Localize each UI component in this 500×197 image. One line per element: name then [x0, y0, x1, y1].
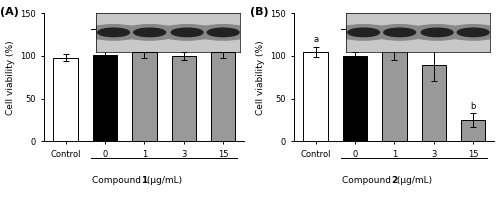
Text: a: a: [352, 40, 358, 49]
Text: + α-MSH: + α-MSH: [394, 18, 434, 27]
Text: b: b: [470, 102, 476, 111]
Bar: [93, 55, 117, 141]
Bar: [211, 52, 236, 141]
Text: (B): (B): [250, 7, 269, 17]
Y-axis label: Cell viability (%): Cell viability (%): [6, 40, 15, 115]
Bar: [382, 49, 406, 141]
Bar: [172, 56, 196, 141]
Text: a: a: [431, 38, 436, 47]
Text: (A): (A): [0, 7, 19, 17]
Text: 2: 2: [391, 176, 398, 185]
Bar: [343, 56, 367, 141]
Text: (μg/mL): (μg/mL): [144, 176, 182, 185]
Text: a: a: [392, 26, 397, 35]
Bar: [304, 52, 328, 141]
Y-axis label: Cell viability (%): Cell viability (%): [256, 40, 264, 115]
Bar: [422, 65, 446, 141]
Text: + α-MSH: + α-MSH: [144, 18, 184, 27]
Text: (μg/mL): (μg/mL): [394, 176, 432, 185]
Bar: [461, 120, 485, 141]
Text: 1: 1: [142, 176, 148, 185]
Text: a: a: [313, 35, 318, 44]
Text: Compound: Compound: [342, 176, 394, 185]
Bar: [54, 58, 78, 141]
Text: Compound: Compound: [92, 176, 144, 185]
Bar: [132, 52, 156, 141]
